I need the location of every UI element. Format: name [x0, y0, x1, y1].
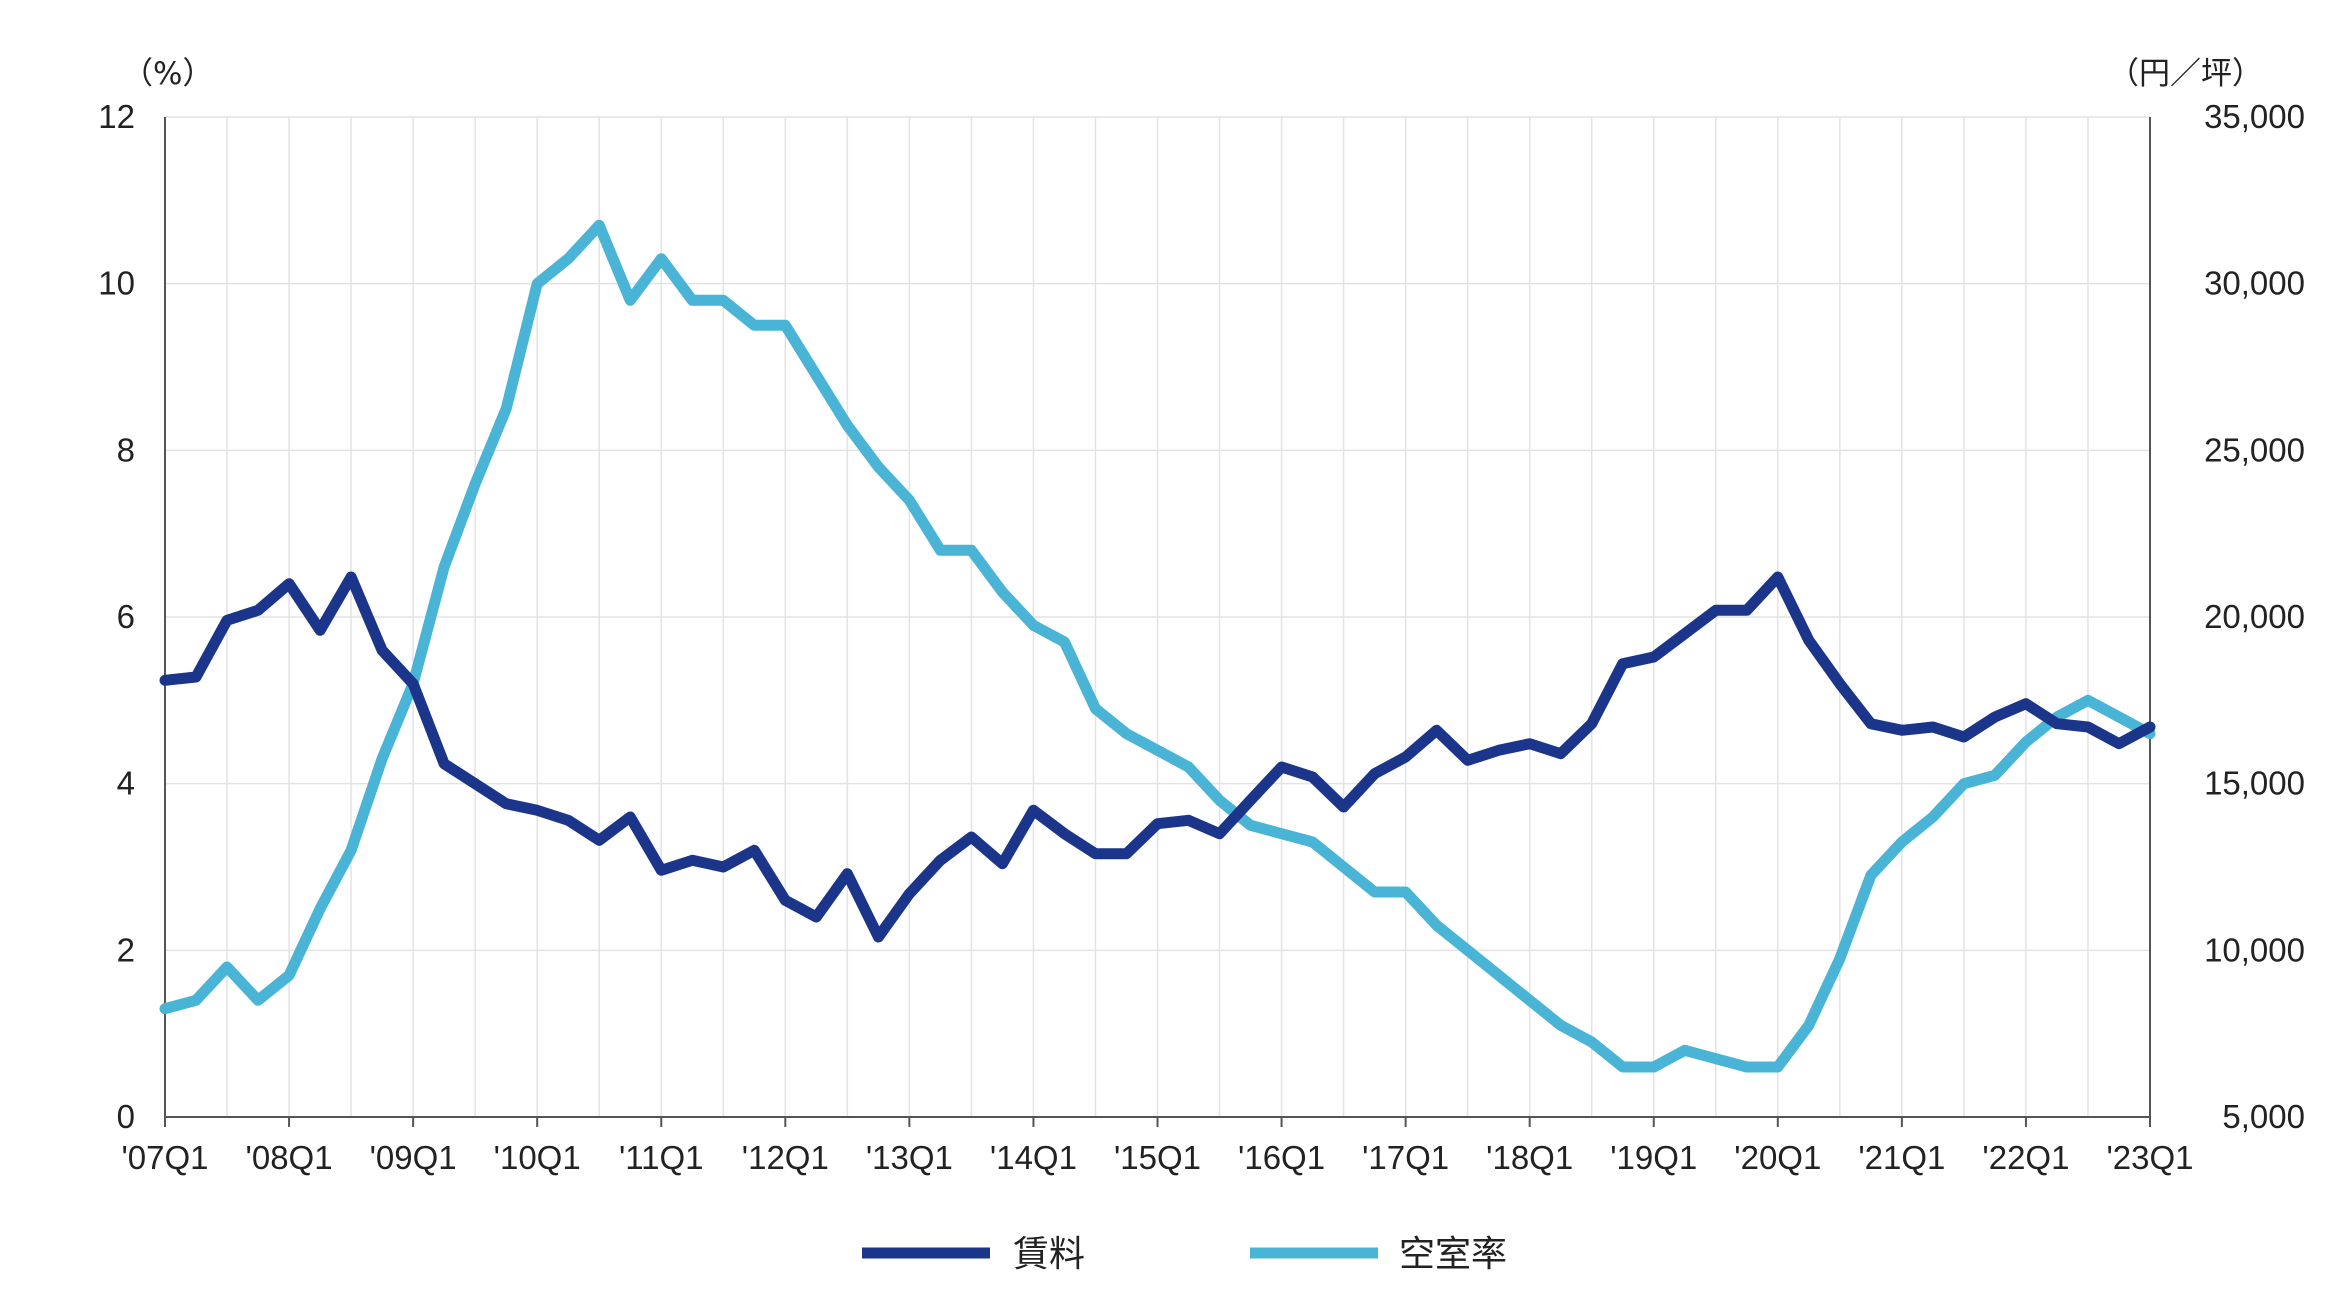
right-y-tick-label: 5,000: [2222, 1098, 2305, 1135]
grid-layer: [164, 116, 2151, 1118]
series-line-rent: [159, 571, 2156, 943]
right-y-tick-label: 10,000: [2204, 931, 2305, 968]
right-axis-unit-label: （円／坪）: [2108, 56, 2263, 92]
legend: 賃料 空室率: [862, 1234, 1507, 1275]
x-tick-label: '13Q1: [866, 1139, 953, 1176]
right-y-tick-label: 30,000: [2204, 265, 2305, 302]
x-tick-label: '21Q1: [1858, 1139, 1945, 1176]
x-tick-label: '11Q1: [619, 1139, 704, 1176]
left-y-tick-label: 4: [117, 765, 135, 802]
x-tick-label: '20Q1: [1734, 1139, 1821, 1176]
x-tick-label: '18Q1: [1486, 1139, 1573, 1176]
x-tick-label: '10Q1: [494, 1139, 581, 1176]
labels-layer: 0 2 4 6 8 10 12 5,000 10,000 15,000 20,000 25,000 30…: [98, 98, 2305, 1176]
left-y-tick-label: 10: [98, 265, 135, 302]
x-tick-label: '07Q1: [121, 1139, 208, 1176]
x-tick-label: '09Q1: [370, 1139, 457, 1176]
left-y-tick-label: 0: [117, 1098, 135, 1135]
x-tick-label: '08Q1: [246, 1139, 333, 1176]
x-tick-label: '16Q1: [1238, 1139, 1325, 1176]
left-y-tick-label: 8: [117, 431, 135, 468]
x-tick-label: '15Q1: [1114, 1139, 1201, 1176]
series-line-vacancy: [159, 219, 2156, 1073]
x-tick-label: '19Q1: [1610, 1139, 1697, 1176]
x-tick-label: '23Q1: [2106, 1139, 2193, 1176]
left-y-tick-label: 6: [117, 598, 135, 635]
legend-label-rent: 賃料: [1013, 1234, 1085, 1275]
x-tick-label: '14Q1: [990, 1139, 1077, 1176]
x-tick-label: '12Q1: [742, 1139, 829, 1176]
x-tick-label: '17Q1: [1362, 1139, 1449, 1176]
left-y-tick-label: 12: [98, 98, 135, 135]
left-axis-unit-label: （%）: [122, 56, 213, 92]
right-y-tick-label: 15,000: [2204, 765, 2305, 802]
left-y-tick-label: 2: [117, 931, 135, 968]
legend-label-vacancy: 空室率: [1399, 1234, 1507, 1275]
right-y-tick-label: 20,000: [2204, 598, 2305, 635]
right-y-tick-label: 35,000: [2204, 98, 2305, 135]
series-layer: [159, 219, 2156, 1073]
right-y-tick-label: 25,000: [2204, 431, 2305, 468]
x-tick-label: '22Q1: [1982, 1139, 2069, 1176]
axes-layer: [164, 117, 2151, 1127]
